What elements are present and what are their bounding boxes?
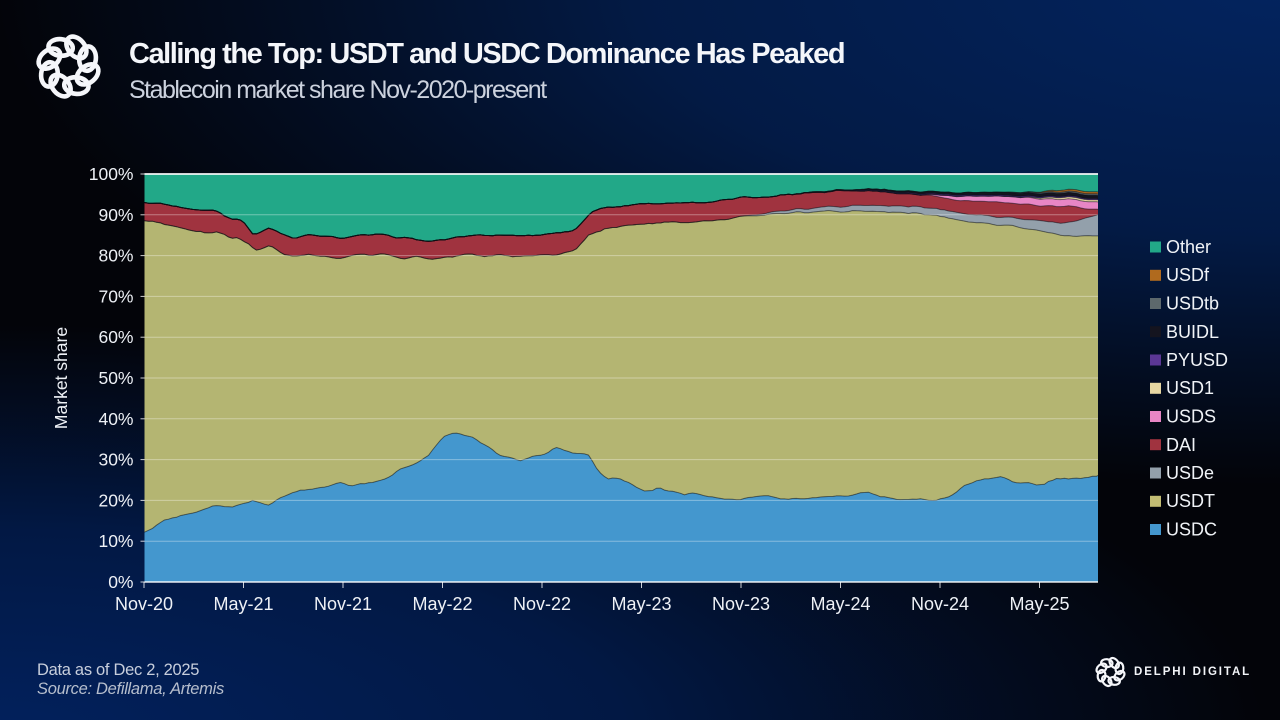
svg-text:USDf: USDf <box>1166 265 1210 285</box>
svg-text:20%: 20% <box>98 490 133 510</box>
svg-text:60%: 60% <box>98 327 133 347</box>
svg-text:30%: 30% <box>98 450 133 470</box>
svg-text:USDe: USDe <box>1166 463 1214 483</box>
svg-text:40%: 40% <box>98 409 133 429</box>
svg-text:USDT: USDT <box>1166 491 1215 511</box>
svg-text:USD1: USD1 <box>1166 378 1214 398</box>
svg-text:80%: 80% <box>98 246 133 266</box>
svg-text:Other: Other <box>1166 237 1211 257</box>
svg-text:50%: 50% <box>98 368 133 388</box>
svg-text:May-24: May-24 <box>810 594 870 614</box>
svg-text:70%: 70% <box>98 286 133 306</box>
svg-text:Nov-23: Nov-23 <box>712 594 770 614</box>
svg-text:USDC: USDC <box>1166 520 1217 540</box>
svg-text:USDtb: USDtb <box>1166 294 1219 314</box>
svg-text:May-23: May-23 <box>611 594 671 614</box>
svg-text:Nov-21: Nov-21 <box>314 594 372 614</box>
svg-text:DAI: DAI <box>1166 435 1196 455</box>
svg-text:USDS: USDS <box>1166 407 1216 427</box>
svg-text:Market share: Market share <box>51 327 71 429</box>
svg-text:100%: 100% <box>89 164 134 184</box>
svg-text:10%: 10% <box>98 531 133 551</box>
svg-text:0%: 0% <box>108 572 133 592</box>
svg-text:BUIDL: BUIDL <box>1166 322 1219 342</box>
svg-text:May-25: May-25 <box>1009 594 1069 614</box>
svg-text:90%: 90% <box>98 205 133 225</box>
svg-text:May-22: May-22 <box>412 594 472 614</box>
svg-text:May-21: May-21 <box>213 594 273 614</box>
svg-text:Nov-20: Nov-20 <box>115 594 173 614</box>
svg-text:Nov-22: Nov-22 <box>513 594 571 614</box>
svg-text:PYUSD: PYUSD <box>1166 350 1228 370</box>
svg-text:Nov-24: Nov-24 <box>911 594 969 614</box>
